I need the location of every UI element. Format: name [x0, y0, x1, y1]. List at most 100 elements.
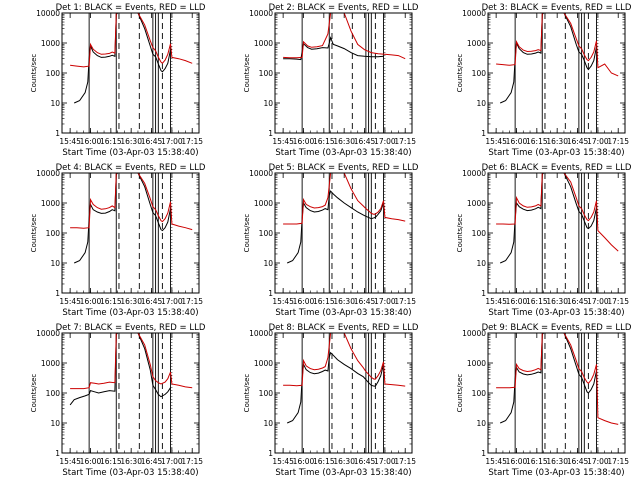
y-tick-label: 1 — [55, 289, 60, 298]
x-tick-label: 16:15 — [526, 137, 548, 146]
y-tick-label: 100 — [259, 229, 274, 238]
y-tick-label: 100 — [472, 389, 487, 398]
x-tick-label: 17:00 — [374, 457, 396, 466]
x-tick-label: 16:45 — [354, 137, 376, 146]
x-tick-label: 17:15 — [181, 457, 203, 466]
panel-title: Det 5: BLACK = Events, RED = LLD — [269, 163, 419, 173]
x-tick-label: 17:00 — [374, 297, 396, 306]
x-tick-label: 16:15 — [526, 457, 548, 466]
x-axis-label: Start Time (03-Apr-03 15:38:40) — [488, 148, 624, 158]
panel-title: Det 8: BLACK = Events, RED = LLD — [269, 323, 419, 333]
plot-frame — [274, 332, 413, 454]
y-tick-label: 100 — [472, 229, 487, 238]
y-tick-label: 10 — [263, 259, 273, 268]
x-tick-label: 17:00 — [374, 137, 396, 146]
y-tick-label: 10 — [476, 99, 486, 108]
x-tick-label: 16:30 — [120, 297, 142, 306]
x-tick-label: 15:45 — [59, 137, 81, 146]
y-tick-label: 10000 — [462, 9, 486, 18]
x-tick-label: 16:00 — [293, 457, 315, 466]
y-tick-label: 1000 — [41, 359, 60, 368]
x-tick-label: 16:00 — [506, 297, 528, 306]
x-tick-label: 17:00 — [161, 137, 183, 146]
panel-det-6: Det 6: BLACK = Events, RED = LLD Counts/s… — [456, 163, 632, 318]
y-axis-label: Counts/sec — [243, 374, 251, 413]
y-tick-label: 10000 — [36, 169, 60, 178]
y-tick-label: 1 — [55, 129, 60, 138]
x-tick-label: 16:00 — [293, 137, 315, 146]
x-tick-label: 15:45 — [485, 137, 507, 146]
y-tick-label: 10 — [476, 419, 486, 428]
panel-det-4: Det 4: BLACK = Events, RED = LLD Counts/s… — [30, 163, 206, 318]
x-tick-label: 16:15 — [100, 457, 122, 466]
x-tick-label: 16:00 — [293, 297, 315, 306]
y-axis-label: Counts/sec — [243, 54, 251, 93]
y-tick-label: 1 — [268, 289, 273, 298]
y-tick-label: 1000 — [41, 39, 60, 48]
x-tick-label: 16:15 — [313, 297, 335, 306]
x-axis-label: Start Time (03-Apr-03 15:38:40) — [275, 308, 411, 318]
y-tick-label: 10 — [50, 419, 60, 428]
series-line-lld — [283, 173, 406, 225]
x-axis-label: Start Time (03-Apr-03 15:38:40) — [62, 468, 198, 478]
series-line-lld — [496, 173, 619, 252]
panel-title: Det 6: BLACK = Events, RED = LLD — [482, 163, 632, 173]
x-tick-label: 16:30 — [333, 457, 355, 466]
y-tick-label: 1000 — [254, 359, 273, 368]
y-tick-label: 10 — [263, 99, 273, 108]
x-tick-label: 16:45 — [141, 297, 163, 306]
y-tick-label: 1000 — [467, 359, 486, 368]
x-tick-label: 17:00 — [161, 457, 183, 466]
series-line-events — [283, 36, 384, 61]
x-tick-label: 16:15 — [313, 137, 335, 146]
y-axis-label: Counts/sec — [456, 214, 464, 253]
y-tick-label: 1000 — [254, 199, 273, 208]
x-tick-label: 16:30 — [546, 137, 568, 146]
y-tick-label: 1 — [55, 449, 60, 458]
y-axis-label: Counts/sec — [243, 214, 251, 253]
x-tick-label: 17:00 — [587, 457, 609, 466]
y-tick-label: 10000 — [462, 329, 486, 338]
y-tick-label: 10 — [50, 259, 60, 268]
x-axis-label: Start Time (03-Apr-03 15:38:40) — [62, 148, 198, 158]
y-tick-label: 100 — [46, 389, 61, 398]
x-tick-label: 15:45 — [485, 457, 507, 466]
x-axis-label: Start Time (03-Apr-03 15:38:40) — [488, 308, 624, 318]
x-tick-label: 16:45 — [567, 137, 589, 146]
y-tick-label: 10 — [50, 99, 60, 108]
y-tick-label: 1 — [268, 449, 273, 458]
panel-title: Det 4: BLACK = Events, RED = LLD — [56, 163, 206, 173]
panel-title: Det 1: BLACK = Events, RED = LLD — [56, 3, 206, 13]
x-axis-label: Start Time (03-Apr-03 15:38:40) — [275, 468, 411, 478]
y-tick-label: 100 — [259, 69, 274, 78]
y-tick-label: 1 — [268, 129, 273, 138]
x-tick-label: 17:15 — [394, 457, 416, 466]
panel-det-3: Det 3: BLACK = Events, RED = LLD Counts/s… — [456, 3, 632, 158]
y-tick-label: 1000 — [254, 39, 273, 48]
series-line-lld — [70, 13, 193, 68]
panel-title: Det 2: BLACK = Events, RED = LLD — [269, 3, 419, 13]
series-line-lld — [283, 13, 406, 60]
x-tick-label: 16:00 — [506, 137, 528, 146]
x-tick-label: 16:30 — [546, 457, 568, 466]
plot-frame — [487, 332, 626, 454]
series-line-lld — [283, 333, 406, 387]
y-tick-label: 100 — [259, 389, 274, 398]
series-line-lld — [496, 333, 619, 425]
series-line-lld — [70, 173, 193, 231]
y-tick-label: 1000 — [467, 39, 486, 48]
x-tick-label: 15:45 — [59, 297, 81, 306]
x-tick-label: 16:30 — [333, 137, 355, 146]
x-tick-label: 16:45 — [354, 297, 376, 306]
x-tick-label: 17:00 — [587, 137, 609, 146]
plot-frame — [274, 172, 413, 294]
panel-title: Det 9: BLACK = Events, RED = LLD — [482, 323, 632, 333]
plot-frame — [274, 12, 413, 134]
panel-title: Det 3: BLACK = Events, RED = LLD — [482, 3, 632, 13]
series-line-events — [69, 333, 171, 406]
x-tick-label: 16:45 — [567, 297, 589, 306]
x-tick-label: 16:45 — [141, 457, 163, 466]
x-tick-label: 16:15 — [100, 137, 122, 146]
x-tick-label: 15:45 — [485, 297, 507, 306]
